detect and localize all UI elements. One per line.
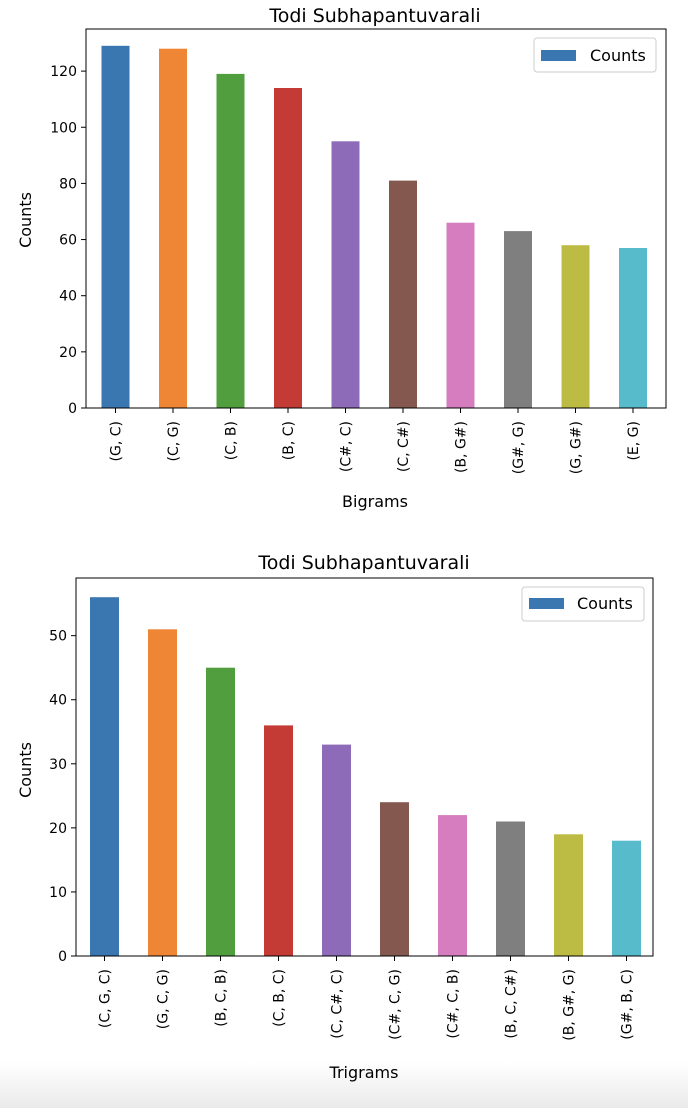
bigram-chart-title: Todi Subhapantuvarali <box>268 5 480 27</box>
bigram-bar <box>159 48 187 408</box>
trigram-y-tick-label: 0 <box>58 949 67 965</box>
trigram-x-tick-label: (C#, C, B) <box>446 969 462 1039</box>
bigram-bar <box>274 88 302 408</box>
bigram-x-tick-label: (C, C#) <box>396 421 412 472</box>
bigram-x-tick-label: (G#, G) <box>511 421 527 474</box>
bigram-bar <box>101 45 130 409</box>
bigram-legend-label: Counts <box>590 46 646 65</box>
trigram-bar <box>90 597 119 956</box>
trigram-bar <box>612 840 641 956</box>
bigram-x-tick-label: (G, C) <box>109 421 125 461</box>
bigram-bar <box>389 180 417 408</box>
bigram-bar <box>619 248 647 408</box>
trigram-x-tick-label: (G, C, G) <box>156 969 172 1029</box>
bigram-legend-box <box>533 37 657 73</box>
bigram-chart: Todi Subhapantuvarali Counts Bigrams Cou… <box>16 5 667 511</box>
trigram-legend-label: Counts <box>577 594 633 613</box>
trigram-y-axis-label: Counts <box>16 742 35 798</box>
bigram-x-axis-label: Bigrams <box>342 492 408 511</box>
trigram-y-tick-label: 50 <box>49 629 67 645</box>
trigram-legend: Counts <box>521 586 645 622</box>
bigram-y-tick-label: 100 <box>50 120 77 136</box>
trigram-legend-box <box>521 586 645 622</box>
bigram-legend-swatch <box>541 50 576 61</box>
bigram-y-tick-label: 20 <box>59 345 77 361</box>
bigram-bar <box>561 245 590 408</box>
trigram-bar <box>554 834 583 956</box>
trigram-bar <box>322 744 351 956</box>
trigram-axes-frame <box>75 577 654 957</box>
bigram-y-tick-label: 0 <box>68 401 77 417</box>
trigram-bar <box>264 725 293 956</box>
trigram-x-tick-label: (C#, C, G) <box>388 969 404 1040</box>
bigram-bar <box>504 231 532 408</box>
bigram-x-tick-label: (G, G#) <box>569 421 585 474</box>
bigram-x-tick-label: (C, B) <box>224 421 240 460</box>
trigram-chart: Todi Subhapantuvarali Counts Trigrams Co… <box>16 552 654 1082</box>
bigram-x-tick-label: (B, G#) <box>454 421 470 473</box>
bigram-axes-frame <box>85 28 667 409</box>
bigram-x-tick-label: (C, G) <box>166 421 182 461</box>
bigram-y-tick-label: 40 <box>59 289 77 305</box>
trigram-chart-title: Todi Subhapantuvarali <box>257 552 469 574</box>
trigram-bar <box>496 821 525 956</box>
bigram-y-tick-label: 80 <box>59 176 77 192</box>
bigram-x-tick-label: (E, G) <box>626 421 642 461</box>
trigram-x-axis-label: Trigrams <box>329 1063 399 1082</box>
bigram-y-tick-label: 60 <box>59 233 77 249</box>
bigram-y-tick-label: 120 <box>50 64 77 80</box>
trigram-y-tick-label: 40 <box>49 693 67 709</box>
trigram-x-tick-label: (C, G, C) <box>98 969 114 1028</box>
trigram-x-tick-label: (C, C#, C) <box>330 969 346 1039</box>
trigram-bar <box>380 802 409 956</box>
trigram-bar <box>148 629 177 956</box>
trigram-x-tick-label: (C, B, C) <box>272 969 288 1027</box>
trigram-bar <box>438 815 467 956</box>
trigram-legend-swatch <box>529 598 564 609</box>
trigram-x-tick-label: (B, C, C#) <box>504 969 520 1039</box>
trigram-y-tick-label: 20 <box>49 821 67 837</box>
trigram-y-tick-label: 10 <box>49 885 67 901</box>
bigram-bar <box>446 222 475 408</box>
bigram-legend: Counts <box>533 37 657 73</box>
trigram-x-tick-label: (B, G#, G) <box>562 969 578 1041</box>
trigram-x-tick-label: (B, C, B) <box>214 969 230 1027</box>
trigram-y-tick-label: 30 <box>49 757 67 773</box>
bigram-x-tick-label: (C#, C) <box>339 421 355 472</box>
trigram-bar <box>206 667 235 956</box>
bigram-bar <box>216 73 245 409</box>
bigram-bar <box>331 141 360 409</box>
bigram-y-axis-label: Counts <box>16 192 35 248</box>
trigram-x-tick-label: (G#, B, C) <box>620 969 636 1040</box>
bigram-x-tick-label: (B, C) <box>281 421 297 460</box>
